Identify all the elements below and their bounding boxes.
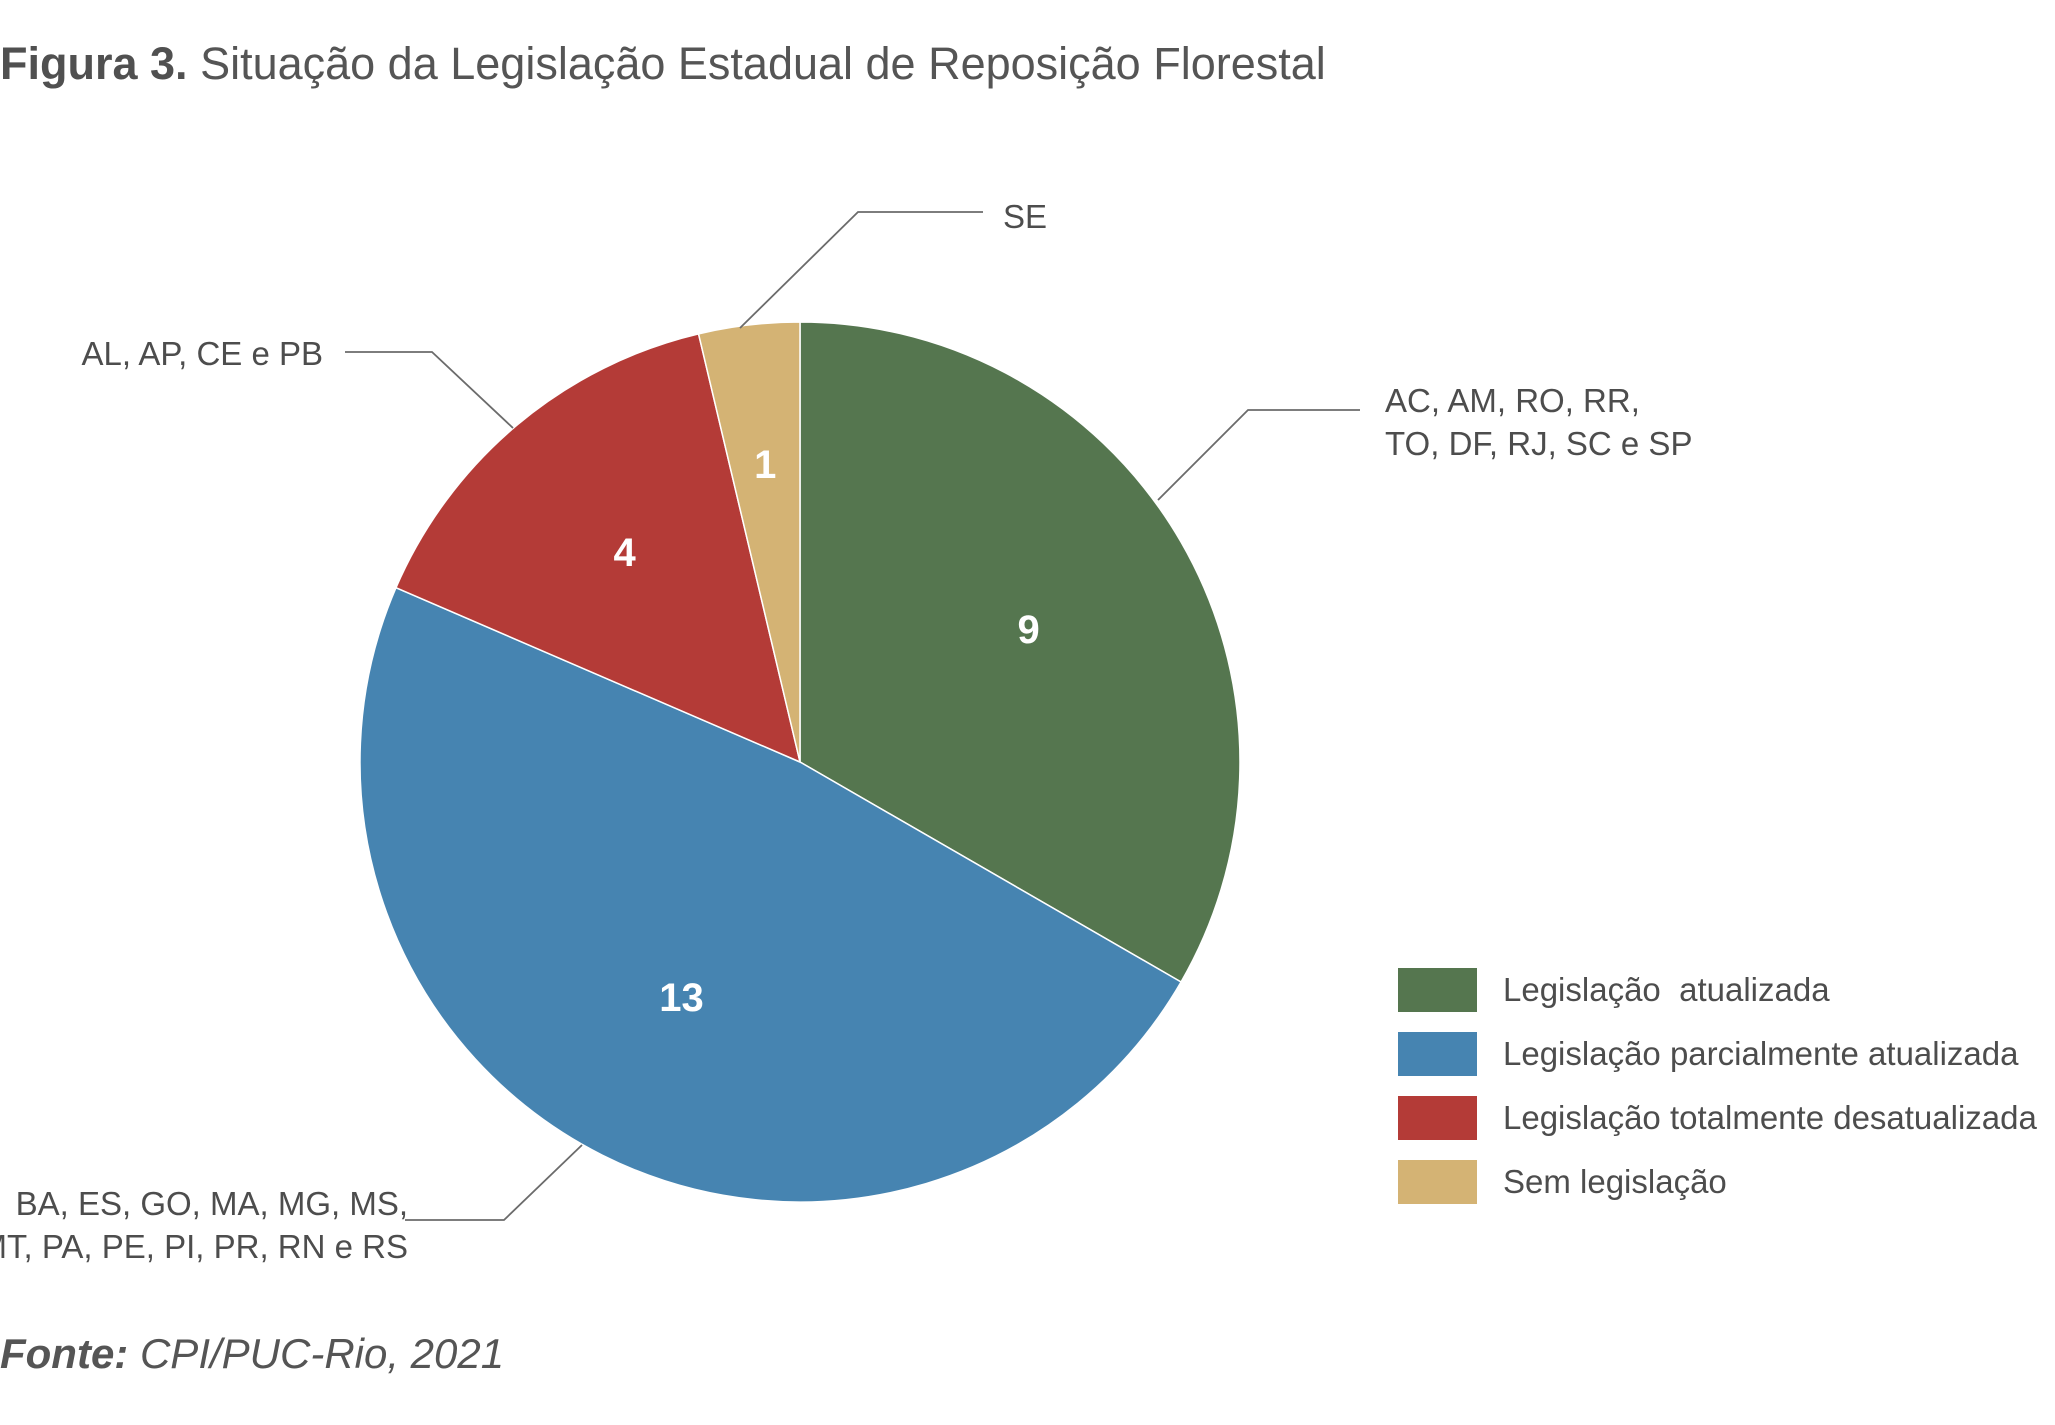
pie-slice-legislacao-atualizada xyxy=(799,321,1241,984)
state-callout-legislacao-parcialmente-atualizada: BA, ES, GO, MA, MG, MS, MT, PA, PE, PI, P… xyxy=(0,1185,408,1265)
pie-slice-legislacao-parcialmente-atualizada xyxy=(359,586,1183,1203)
state-callout-line: MT, PA, PE, PI, PR, RN e RS xyxy=(0,1228,408,1265)
source-label: Fonte: xyxy=(0,1330,129,1377)
slice-value-label-legislacao-parcialmente-atualizada: 13 xyxy=(659,976,704,1020)
slice-value-label-legislacao-totalmente-desatualizada: 4 xyxy=(613,531,636,575)
slice-value-label-sem-legislacao: 1 xyxy=(754,443,776,487)
state-callout-legislacao-totalmente-desatualizada: AL, AP, CE e PB xyxy=(81,335,323,372)
pie-slice-legislacao-totalmente-desatualizada xyxy=(394,332,802,764)
state-callout-sem-legislacao: SE xyxy=(1003,198,1047,235)
state-callout-line: AL, AP, CE e PB xyxy=(81,335,323,372)
leader-line-legislacao-totalmente-desatualizada xyxy=(345,351,514,429)
state-callout-line: SE xyxy=(1003,198,1047,235)
slice-value-label-legislacao-atualizada: 9 xyxy=(1017,608,1039,652)
source-text: CPI/PUC-Rio, 2021 xyxy=(139,1330,505,1377)
legend: Legislação atualizada Legislação parcialm… xyxy=(1398,968,2038,1204)
legend-swatch-legislacao-atualizada xyxy=(1398,968,1477,1012)
pie-slices xyxy=(359,321,1241,1203)
legend-label-legislacao-atualizada: Legislação atualizada xyxy=(1503,971,1830,1008)
leader-line-legislacao-parcialmente-atualizada xyxy=(405,1144,583,1221)
leader-line-sem-legislacao xyxy=(739,211,983,329)
source-note: Fonte: CPI/PUC-Rio, 2021 xyxy=(0,1330,504,1378)
legend-label-sem-legislacao: Sem legislação xyxy=(1503,1163,1727,1200)
legend-swatch-legislacao-parcialmente-atualizada xyxy=(1398,1032,1477,1076)
legend-swatch-sem-legislacao xyxy=(1398,1160,1477,1204)
legend-label-legislacao-parcialmente-atualizada: Legislação parcialmente atualizada xyxy=(1503,1035,2019,1072)
leader-lines xyxy=(345,211,1360,1221)
state-callout-line: TO, DF, RJ, SC e SP xyxy=(1385,425,1692,462)
pie-slice-sem-legislacao xyxy=(697,321,801,763)
legend-swatch-legislacao-totalmente-desatualizada xyxy=(1398,1096,1477,1140)
state-callout-line: BA, ES, GO, MA, MG, MS, xyxy=(16,1185,408,1222)
figure-title-text: Situação da Legislação Estadual de Repos… xyxy=(200,38,1326,89)
state-callout-line: AC, AM, RO, RR, xyxy=(1385,382,1640,419)
state-callout-legislacao-atualizada: AC, AM, RO, RR, TO, DF, RJ, SC e SP xyxy=(1385,382,1692,462)
slice-value-labels: 9 13 4 1 xyxy=(613,443,1039,1020)
leader-line-legislacao-atualizada xyxy=(1157,409,1360,501)
chart-title: Figura 3. Situação da Legislação Estadua… xyxy=(0,38,1326,90)
figure-number: Figura 3. xyxy=(0,38,188,89)
legend-label-legislacao-totalmente-desatualizada: Legislação totalmente desatualizada xyxy=(1503,1099,2038,1136)
state-callouts: AC, AM, RO, RR, TO, DF, RJ, SC e SP BA, ES… xyxy=(0,198,1692,1265)
